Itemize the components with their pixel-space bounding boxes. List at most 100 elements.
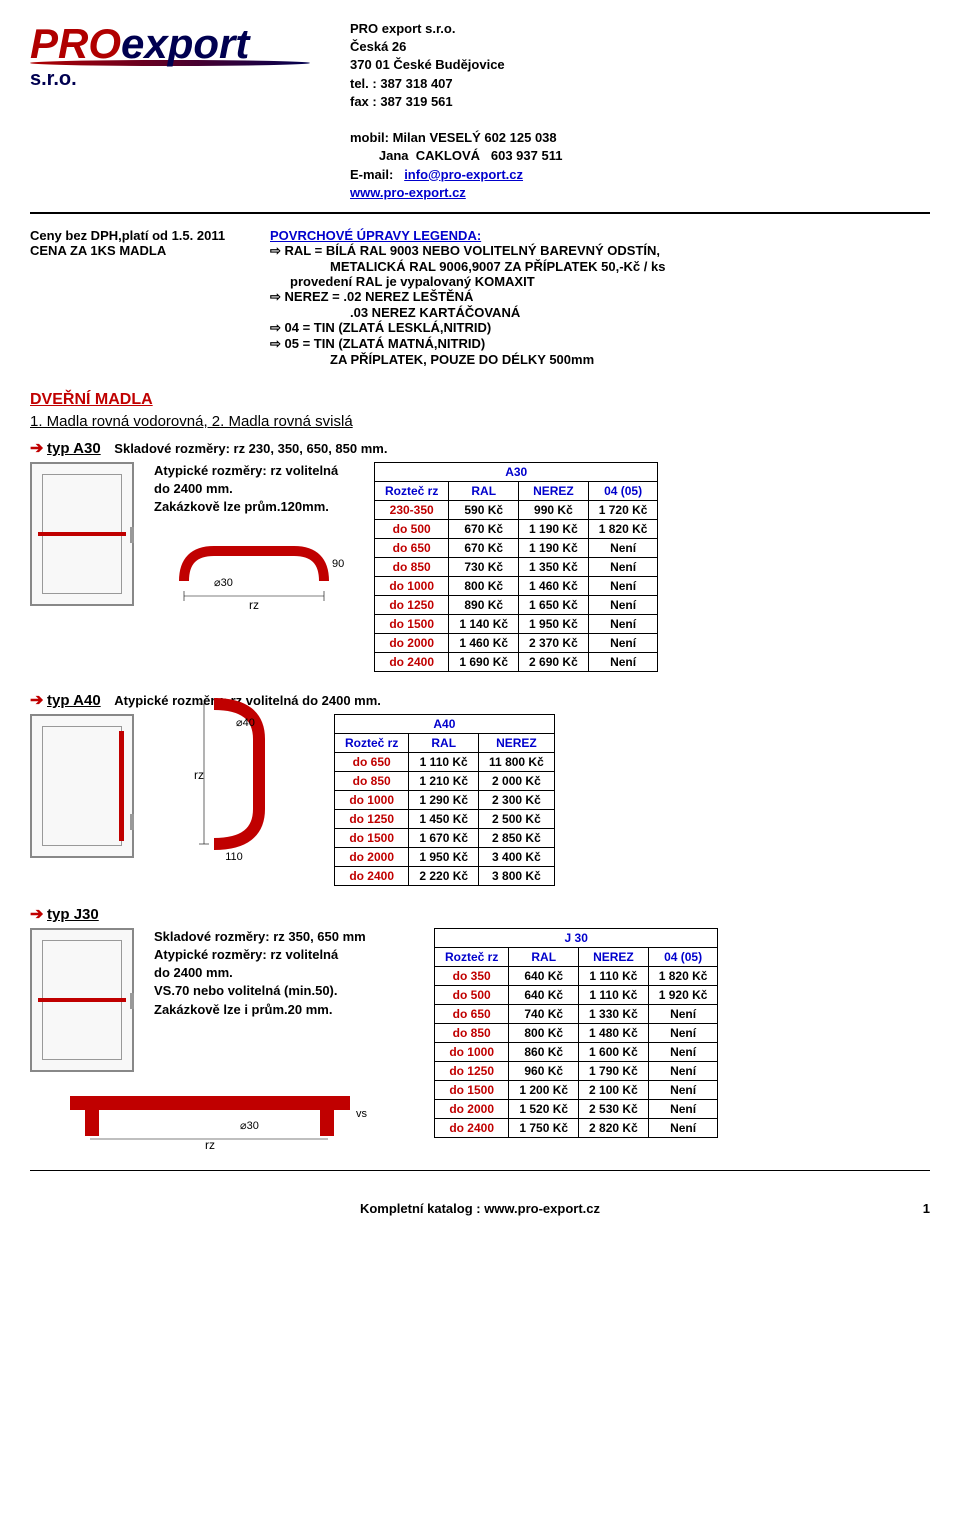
- table-row: do 15001 140 Kč1 950 KčNení: [375, 614, 658, 633]
- section-sub: 1. Madla rovná vodorovná, 2. Madla rovná…: [30, 413, 930, 430]
- table-row: do 24001 690 Kč2 690 KčNení: [375, 652, 658, 671]
- door-icon-a40: [30, 714, 134, 858]
- j30-table: J 30 Rozteč rz RAL NEREZ 04 (05) do 3506…: [434, 928, 718, 1138]
- arrow-icon: ➔: [30, 692, 43, 709]
- arrow-icon: ➔: [30, 906, 43, 923]
- table-row: do 6501 110 Kč11 800 Kč: [335, 752, 555, 771]
- a30-type: typ A30: [47, 440, 101, 457]
- j30-body: do 350640 Kč1 110 Kč1 820 Kčdo 500640 Kč…: [435, 966, 718, 1137]
- legend-r6: 04 = TIN (ZLATÁ LESKLÁ,NITRID): [270, 320, 665, 336]
- svg-text:rz: rz: [249, 598, 259, 612]
- table-row: do 20001 950 Kč3 400 Kč: [335, 847, 555, 866]
- a30-table: A30 Rozteč rz RAL NEREZ 04 (05) 230-3505…: [374, 462, 658, 672]
- a30-body: 230-350590 Kč990 Kč1 720 Kčdo 500670 Kč1…: [375, 500, 658, 671]
- pricenote-1: Ceny bez DPH,platí od 1.5. 2011: [30, 228, 250, 243]
- table-row: do 1250960 Kč1 790 KčNení: [435, 1061, 718, 1080]
- table-row: do 15001 670 Kč2 850 Kč: [335, 828, 555, 847]
- divider-bottom: [30, 1170, 930, 1171]
- a40-body: do 6501 110 Kč11 800 Kčdo 8501 210 Kč2 0…: [335, 752, 555, 885]
- table-row: do 1000800 Kč1 460 KčNení: [375, 576, 658, 595]
- table-row: do 500670 Kč1 190 Kč1 820 Kč: [375, 519, 658, 538]
- company-name: PRO export s.r.o.: [350, 20, 562, 38]
- email-link[interactable]: info@pro-export.cz: [404, 167, 523, 182]
- section-dverni: DVEŘNÍ MADLA: [30, 391, 930, 409]
- j30-title: J 30: [435, 928, 718, 947]
- table-row: do 850730 Kč1 350 KčNení: [375, 557, 658, 576]
- company-addr2: 370 01 České Budějovice: [350, 56, 562, 74]
- legend-r2: METALICKÁ RAL 9006,9007 ZA PŘÍPLATEK 50,…: [330, 259, 665, 274]
- svg-text:110: 110: [225, 851, 243, 863]
- footer-text: Kompletní katalog : www.pro-export.cz: [360, 1201, 600, 1216]
- logo-export: export: [121, 20, 249, 67]
- a40-table: A40 Rozteč rz RAL NEREZ do 6501 110 Kč11…: [334, 714, 555, 886]
- table-row: do 12501 450 Kč2 500 Kč: [335, 809, 555, 828]
- table-row: do 24002 220 Kč3 800 Kč: [335, 866, 555, 885]
- divider-top: [30, 212, 930, 214]
- j30-type: typ J30: [47, 906, 99, 923]
- a30-line: ➔ typ A30 Skladové rozměry: rz 230, 350,…: [30, 438, 930, 458]
- footer: Kompletní katalog : www.pro-export.cz 1: [30, 1201, 930, 1216]
- logo-sro: s.r.o.: [30, 68, 330, 91]
- svg-text:rz: rz: [205, 1138, 215, 1151]
- tech-draw-a40: rz ⌀40 110: [154, 714, 314, 834]
- table-row: do 650670 Kč1 190 KčNení: [375, 538, 658, 557]
- table-row: do 850800 Kč1 480 KčNení: [435, 1023, 718, 1042]
- table-row: do 15001 200 Kč2 100 KčNení: [435, 1080, 718, 1099]
- table-row: do 1000860 Kč1 600 KčNení: [435, 1042, 718, 1061]
- company-info: PRO export s.r.o. Česká 26 370 01 České …: [350, 20, 562, 202]
- legend-r4: NEREZ = .02 NEREZ LEŠTĚNÁ: [270, 289, 665, 305]
- j30-d3: do 2400 mm.: [154, 964, 404, 982]
- legend-r3: provedení RAL je vypalovaný KOMAXIT: [290, 274, 665, 289]
- svg-text:90: 90: [332, 558, 344, 570]
- a40-title: A40: [335, 714, 555, 733]
- a30-d1: Skladové rozměry: rz 230, 350, 650, 850 …: [114, 441, 387, 456]
- a30-title: A30: [375, 462, 658, 481]
- company-m1: mobil: Milan VESELÝ 602 125 038: [350, 129, 562, 147]
- svg-text:⌀30: ⌀30: [240, 1120, 259, 1132]
- svg-text:⌀40: ⌀40: [236, 717, 255, 729]
- a30-d3: Zakázkově lze prům.120mm.: [154, 498, 354, 516]
- table-row: do 650740 Kč1 330 KčNení: [435, 1004, 718, 1023]
- j30-line: ➔ typ J30: [30, 904, 930, 924]
- arrow-icon: ➔: [30, 440, 43, 457]
- svg-text:⌀30: ⌀30: [214, 577, 233, 589]
- door-icon-a30: [30, 462, 134, 606]
- footer-page: 1: [923, 1201, 930, 1216]
- j30-d5: Zakázkově lze i prům.20 mm.: [154, 1001, 404, 1019]
- company-addr1: Česká 26: [350, 38, 562, 56]
- a40-header-row: Rozteč rz RAL NEREZ: [335, 733, 555, 752]
- table-row: do 8501 210 Kč2 000 Kč: [335, 771, 555, 790]
- table-row: do 350640 Kč1 110 Kč1 820 Kč: [435, 966, 718, 985]
- email-label: E-mail:: [350, 167, 393, 182]
- company-fax: fax : 387 319 561: [350, 93, 562, 111]
- logo: PROexport s.r.o.: [30, 20, 330, 140]
- svg-text:rz: rz: [194, 768, 204, 782]
- company-tel: tel. : 387 318 407: [350, 75, 562, 93]
- a40-type: typ A40: [47, 692, 101, 709]
- legend-r1: RAL = BÍLÁ RAL 9003 NEBO VOLITELNÝ BAREV…: [270, 243, 665, 259]
- a30-header-row: Rozteč rz RAL NEREZ 04 (05): [375, 481, 658, 500]
- www-link[interactable]: www.pro-export.cz: [350, 185, 466, 200]
- legend-area: Ceny bez DPH,platí od 1.5. 2011 CENA ZA …: [30, 228, 930, 367]
- pricenote-2: CENA ZA 1KS MADLA: [30, 243, 250, 258]
- legend-title: POVRCHOVÉ ÚPRAVY LEGENDA:: [270, 228, 665, 243]
- table-row: do 20001 460 Kč2 370 KčNení: [375, 633, 658, 652]
- tech-draw-a30: rz ⌀30 90: [154, 516, 354, 636]
- header: PROexport s.r.o. PRO export s.r.o. Česká…: [30, 20, 930, 202]
- j30-d1: Skladové rozměry: rz 350, 650 mm: [154, 928, 404, 946]
- svg-text:vs: vs: [356, 1108, 368, 1120]
- table-row: do 1250890 Kč1 650 KčNení: [375, 595, 658, 614]
- door-icon-j30: [30, 928, 134, 1072]
- table-row: do 10001 290 Kč2 300 Kč: [335, 790, 555, 809]
- logo-pro: PRO: [30, 20, 121, 67]
- table-row: 230-350590 Kč990 Kč1 720 Kč: [375, 500, 658, 519]
- j30-d4: VS.70 nebo volitelná (min.50).: [154, 982, 404, 1000]
- legend-r7: 05 = TIN (ZLATÁ MATNÁ,NITRID): [270, 336, 665, 352]
- table-row: do 500640 Kč1 110 Kč1 920 Kč: [435, 985, 718, 1004]
- tech-draw-j30: rz ⌀30 vs: [30, 1076, 390, 1156]
- legend-r8: ZA PŘÍPLATEK, POUZE DO DÉLKY 500mm: [330, 352, 665, 367]
- j30-d2: Atypické rozměry: rz volitelná: [154, 946, 404, 964]
- j30-header-row: Rozteč rz RAL NEREZ 04 (05): [435, 947, 718, 966]
- table-row: do 24001 750 Kč2 820 KčNení: [435, 1118, 718, 1137]
- a30-d2: Atypické rozměry: rz volitelná do 2400 m…: [154, 462, 354, 498]
